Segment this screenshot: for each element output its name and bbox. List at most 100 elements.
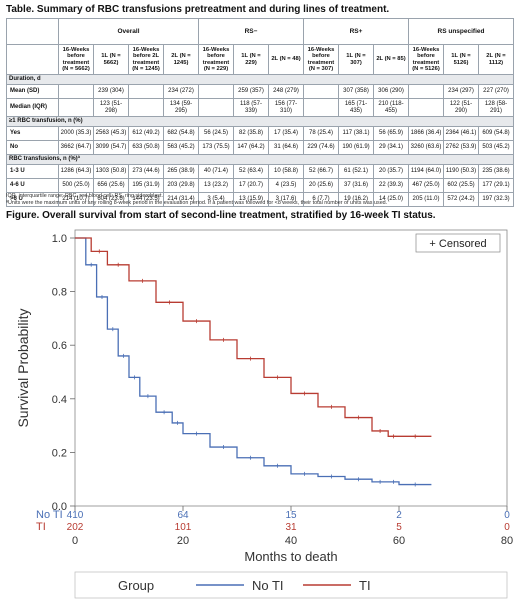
table-cell: 3099 (54.7): [93, 140, 129, 155]
table-cell: 1190 (50.3): [443, 164, 479, 179]
table-cell: 173 (75.5): [198, 140, 234, 155]
censor-mark: [378, 428, 383, 433]
table-cell: 128 (58-291): [478, 98, 514, 117]
section-title: ≥1 RBC transfusion, n (%): [6, 116, 514, 127]
table-cell: 306 (290): [373, 84, 409, 99]
km-curve-no-ti: [75, 237, 432, 486]
table-row: Median (IQR) 123 (51-298) 134 (59-295) 118 …: [6, 98, 514, 117]
censor-mark: [121, 353, 126, 358]
table-cell: 22 (39.3): [373, 178, 409, 193]
rbc-summary-table: Overall RS− RS+ RS unspecified 16-Weeks befo…: [6, 18, 514, 207]
table-cell: 123 (51-298): [93, 98, 129, 117]
table-cell: 500 (25.0): [58, 178, 94, 193]
censor-mark: [248, 455, 253, 460]
column-header: 16-Weeks before 2L treatment (N = 1245): [128, 44, 164, 75]
y-axis-label: Survival Probability: [15, 308, 31, 427]
censor-mark: [145, 394, 150, 399]
table-cell: 214 (10.7): [58, 192, 94, 207]
table-cell: 82 (35.8): [233, 126, 269, 141]
table-cell: 572 (24.2): [443, 192, 479, 207]
table-cell: 165 (71-435): [338, 98, 374, 117]
table-cell: 29 (34.1): [373, 140, 409, 155]
at-risk-count: 0: [504, 510, 510, 521]
table-cell: 205 (11.0): [408, 192, 444, 207]
table-cell: 503 (45.2): [478, 140, 514, 155]
table-cell: 197 (32.3): [478, 192, 514, 207]
table-cell: 78 (25.4): [303, 126, 339, 141]
table-cell: 56 (65.9): [373, 126, 409, 141]
table-cell: 13 (23.2): [198, 178, 234, 193]
x-tick-label: 80: [501, 535, 513, 547]
x-axis-label: Months to death: [244, 549, 337, 564]
table-cell: 682 (54.8): [163, 126, 199, 141]
at-risk-count: 31: [285, 522, 297, 533]
censor-mark: [110, 327, 115, 332]
table-cell: 656 (25.6): [93, 178, 129, 193]
column-header: 2L (N = 1112): [478, 44, 514, 75]
y-tick-label: 0.4: [52, 394, 67, 406]
at-risk-count: 15: [285, 510, 297, 521]
table-cell: 144 (23.5): [128, 192, 164, 207]
table-cell: 265 (38.9): [163, 164, 199, 179]
group-legend-title: Group: [118, 578, 154, 593]
kaplan-meier-chart: 0.00.20.40.60.81.0No TI 410 64 15 2 0TI 202 101…: [15, 229, 513, 599]
column-header: 16-Weeks before treatment (N = 307): [303, 44, 339, 75]
table-cell: 3 (5.4): [198, 192, 234, 207]
table-cell: 203 (29.8): [163, 178, 199, 193]
at-risk-count: 101: [175, 522, 192, 533]
table-cell: 248 (279): [268, 84, 304, 99]
censor-mark: [116, 262, 121, 267]
table-cell: [303, 98, 339, 117]
at-risk-count: 410: [67, 510, 84, 521]
group-legend: Group No TI TI: [74, 571, 508, 599]
at-risk-count: 5: [396, 522, 402, 533]
censor-mark: [140, 278, 145, 283]
table-corner-cell: [6, 18, 59, 45]
y-tick-label: 0.8: [52, 287, 67, 299]
table-cell: 563 (45.2): [163, 140, 199, 155]
censor-mark: [302, 391, 307, 396]
censor-mark: [194, 431, 199, 436]
table-cell: [58, 98, 94, 117]
table-row: 4-6 U 500 (25.0) 656 (25.6) 195 (31.9) 203 (…: [6, 178, 514, 193]
table-cell: 118 (57-339): [233, 98, 269, 117]
table-cell: 1194 (64.0): [408, 164, 444, 179]
censor-mark: [329, 474, 334, 479]
table-corner-cell-2: [6, 44, 59, 75]
table-footnote-abbreviations: IQR, interquartile range; RBC, red blood…: [6, 193, 163, 199]
censor-mark: [391, 434, 396, 439]
table-cell: 3260 (63.6): [408, 140, 444, 155]
censor-mark: [132, 375, 137, 380]
censor-mark: [162, 410, 167, 415]
column-header: 2L (N = 85): [373, 44, 409, 75]
censor-mark: [329, 404, 334, 409]
at-risk-count: 0: [504, 522, 510, 533]
table-row: 1-3 U 1286 (64.3) 1303 (50.8) 273 (44.6) 265…: [6, 164, 514, 179]
row-label: 1-3 U: [6, 164, 59, 179]
group-header-0: Overall: [58, 18, 199, 45]
column-header: 1L (N = 5662): [93, 44, 129, 75]
table-footnote-units: ªUnits were the maximum units of any rol…: [6, 200, 388, 206]
table-cell: 117 (38.1): [338, 126, 374, 141]
x-tick-label: 40: [285, 535, 297, 547]
table-cell: 52 (63.4): [233, 164, 269, 179]
censor-mark: [391, 479, 396, 484]
at-risk-count: 64: [177, 510, 189, 521]
table-cell: 156 (77-310): [268, 98, 304, 117]
table-cell: 61 (52.1): [338, 164, 374, 179]
censor-mark: [221, 337, 226, 342]
column-header: 2L (N = 1245): [163, 44, 199, 75]
section-title: Duration, d: [6, 74, 514, 85]
table-cell: 609 (54.8): [478, 126, 514, 141]
table-cell: 3662 (64.7): [58, 140, 94, 155]
table-cell: 37 (31.6): [338, 178, 374, 193]
column-header: 1L (N = 5126): [443, 44, 479, 75]
table-row: Mean (SD) 239 (304) 234 (272) 259 (357) 248 …: [6, 84, 514, 99]
row-label: Median (IQR): [6, 98, 59, 117]
x-tick-label: 20: [177, 535, 189, 547]
at-risk-row-label: No TI: [36, 509, 63, 521]
legend-label-no-ti: No TI: [252, 578, 284, 593]
group-header-3: RS unspecified: [408, 18, 514, 45]
table-cell: 20 (25.6): [303, 178, 339, 193]
table-cell: 1286 (64.3): [58, 164, 94, 179]
